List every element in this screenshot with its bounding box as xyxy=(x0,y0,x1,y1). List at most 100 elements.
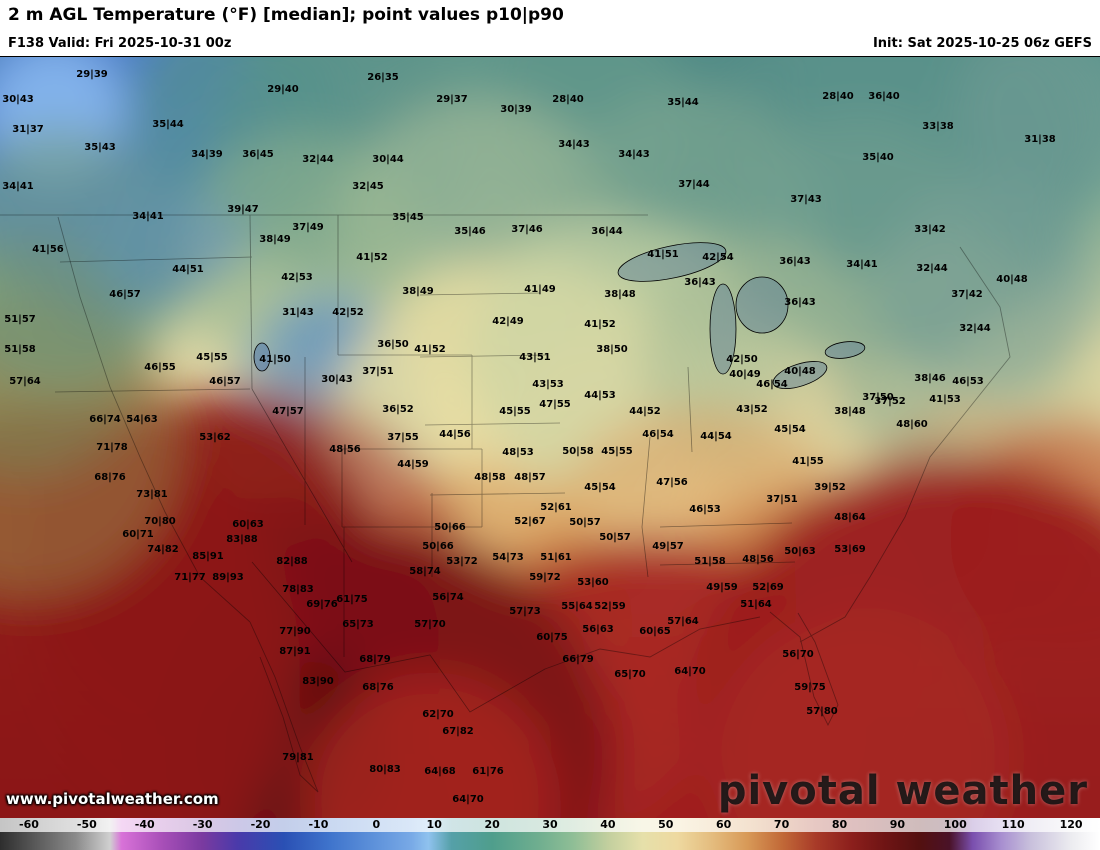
point-value: 35|43 xyxy=(84,142,116,153)
point-value: 64|70 xyxy=(674,666,706,677)
point-value: 44|54 xyxy=(700,431,732,442)
point-value: 50|57 xyxy=(599,532,631,543)
point-value: 37|43 xyxy=(790,194,822,205)
point-value: 36|43 xyxy=(784,297,816,308)
point-value: 26|35 xyxy=(367,72,399,83)
point-value: 29|39 xyxy=(76,69,108,80)
point-value: 47|57 xyxy=(272,406,304,417)
point-value: 68|76 xyxy=(362,682,394,693)
point-value: 30|43 xyxy=(321,374,353,385)
point-value: 68|79 xyxy=(359,654,391,665)
point-value: 34|41 xyxy=(132,211,164,222)
point-value: 45|55 xyxy=(499,406,531,417)
point-value: 33|42 xyxy=(914,224,946,235)
point-value: 30|44 xyxy=(372,154,404,165)
point-value: 67|82 xyxy=(442,726,474,737)
point-value: 50|57 xyxy=(569,517,601,528)
point-value: 43|52 xyxy=(736,404,768,415)
point-value: 60|65 xyxy=(639,626,671,637)
point-value: 65|70 xyxy=(614,669,646,680)
point-value: 42|49 xyxy=(492,316,524,327)
point-value: 36|43 xyxy=(779,256,811,267)
point-value: 28|40 xyxy=(822,91,854,102)
title-bar: 2 m AGL Temperature (°F) [median]; point… xyxy=(0,0,1100,30)
point-value: 70|80 xyxy=(144,516,176,527)
colorbar-ticks: -60 -50 -40 -30 -20 -10 0 10 20 30 40 50 60 70 80 90 100… xyxy=(0,818,1100,832)
point-value: 51|57 xyxy=(4,314,36,325)
point-value: 43|53 xyxy=(532,379,564,390)
point-value: 34|41 xyxy=(2,181,34,192)
point-value: 77|90 xyxy=(279,626,311,637)
init-time-label: Init: Sat 2025-10-25 06z GEFS xyxy=(872,35,1092,51)
point-value: 38|49 xyxy=(402,286,434,297)
point-value: 36|52 xyxy=(382,404,414,415)
point-value: 78|83 xyxy=(282,584,314,595)
point-value: 49|57 xyxy=(652,541,684,552)
colorbar-tick-label: 50 xyxy=(658,818,674,831)
point-value: 58|74 xyxy=(409,566,441,577)
point-value: 83|90 xyxy=(302,676,334,687)
point-value: 41|52 xyxy=(414,344,446,355)
point-value: 50|63 xyxy=(784,546,816,557)
point-value: 34|39 xyxy=(191,149,223,160)
point-value: 46|54 xyxy=(642,429,674,440)
point-value: 30|43 xyxy=(2,94,34,105)
point-value: 41|56 xyxy=(32,244,64,255)
weather-map[interactable]: 29|39 29|40 26|35 29|37 30|39 28|40 35|44 28|40… xyxy=(0,56,1100,818)
point-value: 82|88 xyxy=(276,556,308,567)
point-value: 38|48 xyxy=(604,289,636,300)
point-value: 56|74 xyxy=(432,592,464,603)
point-value: 37|51 xyxy=(362,366,394,377)
point-value: 38|49 xyxy=(259,234,291,245)
state-borders xyxy=(0,214,796,713)
point-value: 48|56 xyxy=(742,554,774,565)
point-value: 46|57 xyxy=(109,289,141,300)
point-value: 48|56 xyxy=(329,444,361,455)
point-value: 66|74 xyxy=(89,414,121,425)
point-values-layer: 29|39 29|40 26|35 29|37 30|39 28|40 35|44 28|40… xyxy=(0,57,1100,818)
point-value: 46|54 xyxy=(756,379,788,390)
point-value: 60|63 xyxy=(232,519,264,530)
point-value: 33|38 xyxy=(922,121,954,132)
point-value: 37|52 xyxy=(874,396,906,407)
point-value: 48|53 xyxy=(502,447,534,458)
point-value: 59|75 xyxy=(794,682,826,693)
point-value: 29|40 xyxy=(267,84,299,95)
point-value: 41|55 xyxy=(792,456,824,467)
point-value: 53|69 xyxy=(834,544,866,555)
point-value: 60|71 xyxy=(122,529,154,540)
point-value: 57|64 xyxy=(667,616,699,627)
point-value: 38|50 xyxy=(596,344,628,355)
point-value: 79|81 xyxy=(282,752,314,763)
point-value: 45|55 xyxy=(601,446,633,457)
point-value: 32|44 xyxy=(302,154,334,165)
point-value: 39|52 xyxy=(814,482,846,493)
point-value: 32|44 xyxy=(916,263,948,274)
point-value: 44|59 xyxy=(397,459,429,470)
temperature-colorbar: -60 -50 -40 -30 -20 -10 0 10 20 30 40 50 60 70 80 90 100… xyxy=(0,818,1100,850)
point-value: 36|40 xyxy=(868,91,900,102)
point-value: 35|44 xyxy=(152,119,184,130)
point-value: 35|44 xyxy=(667,97,699,108)
point-value: 50|66 xyxy=(434,522,466,533)
valid-time-label: F138 Valid: Fri 2025-10-31 00z xyxy=(8,35,232,51)
point-value: 51|64 xyxy=(740,599,772,610)
point-value: 28|40 xyxy=(552,94,584,105)
temperature-blobs xyxy=(0,57,1100,818)
point-value: 45|55 xyxy=(196,352,228,363)
point-value: 44|51 xyxy=(172,264,204,275)
colorbar-tick-label: 110 xyxy=(1001,818,1025,831)
point-value: 31|37 xyxy=(12,124,44,135)
point-value: 53|62 xyxy=(199,432,231,443)
point-value: 48|57 xyxy=(514,472,546,483)
colorbar-tick-label: 70 xyxy=(773,818,790,831)
point-value: 64|70 xyxy=(452,794,484,805)
point-value: 57|80 xyxy=(806,706,838,717)
colorbar-tick-label: 90 xyxy=(889,818,906,831)
point-value: 71|78 xyxy=(96,442,128,453)
point-value: 46|53 xyxy=(689,504,721,515)
colorbar-tick-label: 60 xyxy=(716,818,732,831)
point-value: 46|57 xyxy=(209,376,241,387)
point-value: 32|44 xyxy=(959,323,991,334)
point-value: 36|43 xyxy=(684,277,716,288)
